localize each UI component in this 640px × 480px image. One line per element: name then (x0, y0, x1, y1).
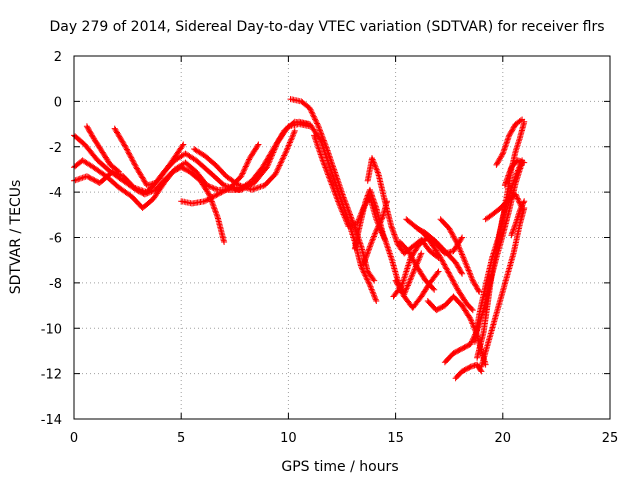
series-markers (83, 123, 122, 175)
series-markers (414, 225, 466, 277)
series-7 (191, 127, 298, 193)
series-markers (396, 239, 438, 293)
series-18 (414, 225, 466, 277)
series-16 (396, 239, 438, 293)
x-axis-label: GPS time / hours (281, 459, 398, 475)
y-tick-label: -8 (49, 277, 62, 292)
series-13 (364, 155, 442, 261)
y-tick-label: -4 (49, 186, 62, 201)
series-markers (508, 198, 528, 239)
series-29 (501, 157, 528, 189)
y-tick-label: 2 (54, 50, 62, 65)
series-markers (364, 155, 442, 261)
series-markers (452, 361, 485, 382)
y-tick-label: -10 (41, 322, 62, 337)
y-tick-label: -12 (41, 368, 62, 383)
x-tick-label: 10 (280, 431, 297, 446)
chart-title: Day 279 of 2014, Sidereal Day-to-day VTE… (49, 19, 604, 35)
series-5 (83, 123, 122, 175)
x-tick-label: 20 (495, 431, 512, 446)
x-tick-label: 25 (602, 431, 619, 446)
y-axis-ticks: -14 -12 -10 -8 -6 -4 -2 0 2 (41, 50, 610, 428)
series-19 (437, 216, 483, 295)
series-24 (478, 205, 528, 370)
series-27 (493, 116, 526, 168)
x-tick-label: 15 (387, 431, 404, 446)
x-tick-label: 5 (177, 431, 185, 446)
y-tick-label: -6 (49, 232, 62, 247)
series-markers (501, 157, 528, 189)
series-markers (111, 118, 311, 193)
series-markers (437, 216, 483, 295)
y-tick-label: -2 (49, 141, 62, 156)
x-tick-label: 0 (70, 431, 78, 446)
x-axis-ticks: 0 5 10 15 20 25 (70, 56, 618, 446)
series-markers (478, 205, 528, 370)
series-22 (452, 361, 485, 382)
series-28 (508, 198, 528, 239)
grid-lines (74, 56, 610, 419)
series-markers (493, 116, 526, 168)
y-tick-label: 0 (54, 95, 62, 110)
y-tick-label: -14 (41, 413, 62, 428)
y-axis-label: SDTVAR / TECUs (8, 180, 24, 295)
series-4 (111, 118, 311, 193)
series-markers (191, 127, 298, 193)
data-marks (71, 96, 528, 382)
